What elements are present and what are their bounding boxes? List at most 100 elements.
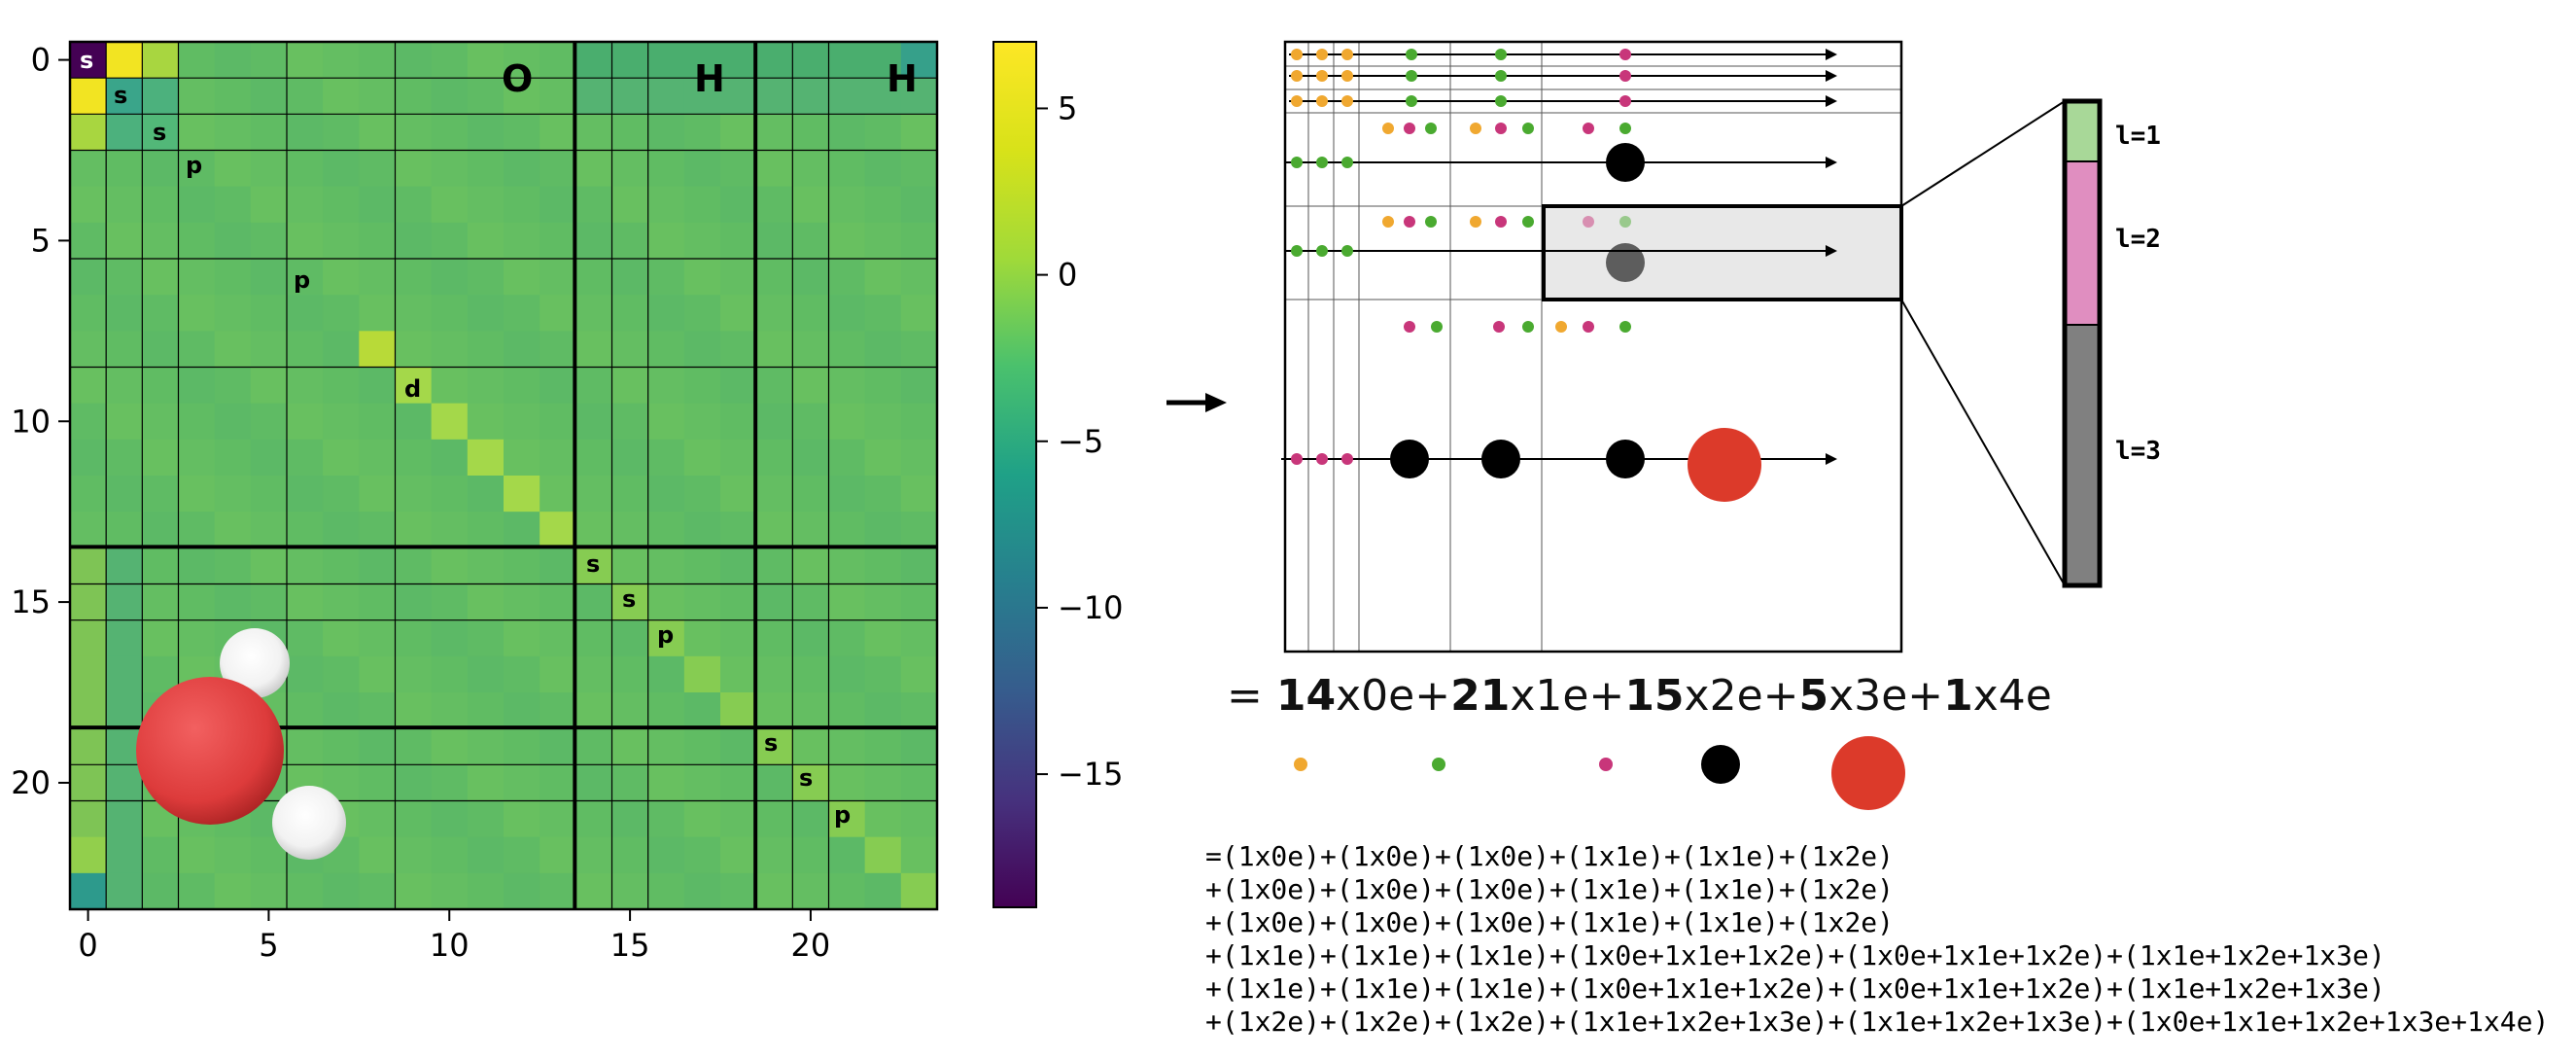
- matrix-cell: [431, 259, 469, 296]
- orbital-label-h1-p: p: [657, 621, 674, 649]
- matrix-cell: [611, 619, 649, 657]
- matrix-cell: [720, 222, 757, 260]
- matrix-cell: [828, 872, 866, 910]
- matrix-cell: [792, 150, 829, 188]
- x-tick-label: 15: [610, 927, 650, 964]
- matrix-cell: [504, 655, 540, 693]
- atom-label-h1: H: [694, 57, 725, 100]
- matrix-cell: [178, 476, 216, 512]
- matrix-cell: [756, 800, 793, 838]
- matrix-cell: [70, 728, 107, 765]
- matrix-cell: [864, 800, 902, 838]
- matrix-cell: [431, 367, 469, 405]
- matrix-cell: [431, 692, 469, 729]
- matrix-cell: [828, 439, 866, 477]
- orbital-labels: s s s p p d s s p s s p: [80, 47, 851, 829]
- irrep-dot: [1291, 245, 1303, 257]
- transform-arrow: [1166, 393, 1227, 412]
- matrix-cell: [647, 439, 685, 477]
- matrix-cell: [900, 728, 938, 765]
- matrix-cell: [756, 78, 793, 115]
- matrix-cell: [504, 619, 540, 657]
- matrix-cell: [504, 872, 540, 910]
- irrep-dot: [1390, 440, 1429, 478]
- matrix-frame: [68, 40, 939, 911]
- block-matrix-frame: [1283, 40, 1903, 654]
- matrix-cell: [611, 476, 649, 512]
- matrix-cell: [720, 548, 757, 584]
- matrix-cell: [540, 403, 576, 441]
- row-arrow-head: [1826, 70, 1837, 82]
- irrep-dot: [1606, 143, 1645, 182]
- matrix-cell: [467, 728, 505, 765]
- matrix-cell: [828, 78, 866, 115]
- matrix-cell: [431, 872, 469, 910]
- matrix-cell: [575, 186, 612, 224]
- matrix-cell: [647, 476, 685, 512]
- matrix-cell: [792, 367, 829, 405]
- hydrogen-atom-bottom: [272, 786, 346, 860]
- irrep-dot: [1495, 49, 1507, 60]
- matrix-cell: [756, 872, 793, 910]
- matrix-cell: [431, 476, 469, 512]
- matrix-cell: [504, 548, 540, 584]
- matrix-cell: [647, 331, 685, 368]
- matrix-cell: [900, 295, 938, 332]
- term-3e: x3e+: [1828, 671, 1944, 721]
- orbital-label-h1-s2: s: [622, 585, 636, 613]
- matrix-cell: [864, 548, 902, 584]
- matrix-cell: [431, 655, 469, 693]
- matrix-cell: [70, 150, 107, 188]
- matrix-cell: [178, 331, 216, 368]
- matrix-cell: [323, 619, 360, 657]
- matrix-cell: [756, 548, 793, 584]
- matrix-cell: [647, 42, 685, 79]
- matrix-cell: [647, 259, 685, 296]
- matrix-cell: [504, 331, 540, 368]
- matrix-cell: [756, 42, 793, 79]
- matrix-cell: [106, 222, 143, 260]
- matrix-cell: [178, 512, 216, 548]
- matrix-cell: [756, 114, 793, 151]
- matrix-cell: [540, 728, 576, 765]
- row-arrow-head: [1826, 95, 1837, 107]
- matrix-cell: [611, 583, 649, 621]
- matrix-cell: [611, 186, 649, 224]
- matrix-cell: [864, 367, 902, 405]
- irrep-dot: [1431, 321, 1443, 333]
- matrix-cell: [250, 403, 288, 441]
- expansion-line-5: +(1x1e)+(1x1e)+(1x1e)+(1x0e+1x1e+1x2e)+(…: [1205, 972, 2385, 1005]
- matrix-cell: [323, 403, 360, 441]
- matrix-cell: [70, 295, 107, 332]
- matrix-cell: [900, 222, 938, 260]
- matrix-cell: [323, 367, 360, 405]
- matrix-cell: [720, 619, 757, 657]
- irrep-dot: [1493, 321, 1505, 333]
- matrix-cell: [540, 548, 576, 584]
- matrix-cell: [575, 476, 612, 512]
- matrix-cell: [864, 186, 902, 224]
- matrix-cell: [792, 295, 829, 332]
- matrix-cell: [395, 548, 433, 584]
- zoom-label-l2: l=2: [2115, 225, 2161, 254]
- matrix-cell: [611, 655, 649, 693]
- count-3e: 5: [1798, 671, 1829, 721]
- matrix-cell: [720, 259, 757, 296]
- matrix-cell: [647, 548, 685, 584]
- matrix-cell: [683, 403, 721, 441]
- matrix-cell: [575, 548, 612, 584]
- matrix-cell: [828, 331, 866, 368]
- matrix-cell: [359, 872, 396, 910]
- matrix-cell: [431, 439, 469, 477]
- matrix-cell: [540, 439, 576, 477]
- matrix-cell: [683, 114, 721, 151]
- matrix-cell: [540, 619, 576, 657]
- matrix-cell: [323, 259, 360, 296]
- irrep-dot: [1291, 95, 1303, 107]
- matrix-cell: [467, 836, 505, 874]
- matrix-cell: [828, 692, 866, 729]
- matrix-cell: [431, 800, 469, 838]
- matrix-cell: [792, 476, 829, 512]
- matrix-cell: [467, 259, 505, 296]
- matrix-cell: [467, 114, 505, 151]
